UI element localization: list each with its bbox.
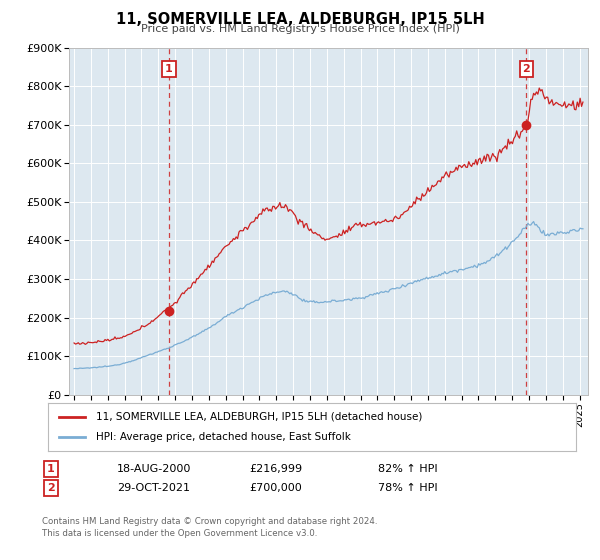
Text: 11, SOMERVILLE LEA, ALDEBURGH, IP15 5LH: 11, SOMERVILLE LEA, ALDEBURGH, IP15 5LH: [116, 12, 484, 27]
Text: 18-AUG-2000: 18-AUG-2000: [117, 464, 191, 474]
Text: 11, SOMERVILLE LEA, ALDEBURGH, IP15 5LH (detached house): 11, SOMERVILLE LEA, ALDEBURGH, IP15 5LH …: [95, 412, 422, 422]
Text: 82% ↑ HPI: 82% ↑ HPI: [378, 464, 437, 474]
Text: HPI: Average price, detached house, East Suffolk: HPI: Average price, detached house, East…: [95, 432, 350, 442]
Text: 2: 2: [522, 64, 530, 74]
Text: 1: 1: [47, 464, 55, 474]
Text: 29-OCT-2021: 29-OCT-2021: [117, 483, 190, 493]
Text: Price paid vs. HM Land Registry's House Price Index (HPI): Price paid vs. HM Land Registry's House …: [140, 24, 460, 34]
Text: 2: 2: [47, 483, 55, 493]
Text: £700,000: £700,000: [249, 483, 302, 493]
Text: 78% ↑ HPI: 78% ↑ HPI: [378, 483, 437, 493]
Text: 1: 1: [165, 64, 173, 74]
Text: Contains HM Land Registry data © Crown copyright and database right 2024.: Contains HM Land Registry data © Crown c…: [42, 517, 377, 526]
Text: £216,999: £216,999: [249, 464, 302, 474]
Text: This data is licensed under the Open Government Licence v3.0.: This data is licensed under the Open Gov…: [42, 529, 317, 538]
